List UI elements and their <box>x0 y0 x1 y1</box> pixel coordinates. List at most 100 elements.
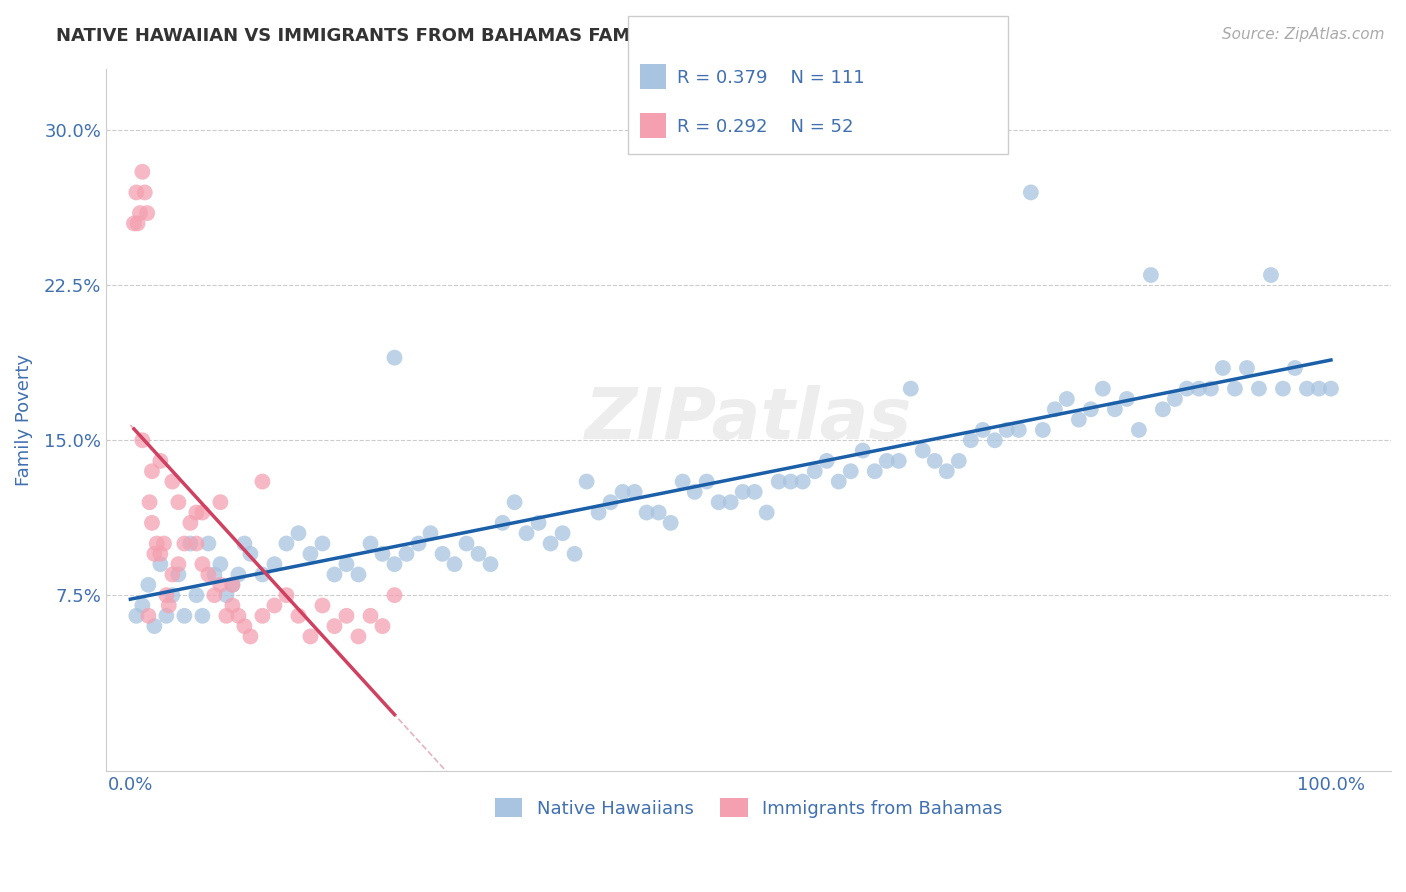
Point <box>228 567 250 582</box>
Point <box>443 557 465 571</box>
Point <box>995 423 1018 437</box>
Point <box>191 557 214 571</box>
Point <box>173 536 195 550</box>
Point <box>503 495 526 509</box>
Point <box>311 536 333 550</box>
Point <box>173 608 195 623</box>
Point <box>636 506 658 520</box>
Point <box>138 495 160 509</box>
Point <box>179 536 201 550</box>
Point <box>287 526 309 541</box>
Point <box>1043 402 1066 417</box>
Point <box>209 578 232 592</box>
Point <box>146 536 169 550</box>
Point <box>239 547 262 561</box>
Point <box>731 484 754 499</box>
Point <box>707 495 730 509</box>
Point <box>209 495 232 509</box>
Point <box>672 475 695 489</box>
Point <box>252 567 274 582</box>
Point <box>186 588 208 602</box>
Point <box>186 536 208 550</box>
Point <box>768 475 790 489</box>
Point <box>276 536 298 550</box>
Point <box>876 454 898 468</box>
Point <box>815 454 838 468</box>
Point <box>1188 382 1211 396</box>
Point <box>1247 382 1270 396</box>
Point <box>1199 382 1222 396</box>
Point <box>1296 382 1319 396</box>
Point <box>792 475 814 489</box>
Point <box>432 547 454 561</box>
Point <box>197 567 219 582</box>
Point <box>456 536 478 550</box>
Point <box>575 475 598 489</box>
Point <box>887 454 910 468</box>
Point <box>125 186 148 200</box>
Point <box>1284 361 1306 376</box>
Text: Source: ZipAtlas.com: Source: ZipAtlas.com <box>1222 27 1385 42</box>
Point <box>491 516 513 530</box>
Point <box>186 506 208 520</box>
Point <box>540 536 562 550</box>
Point <box>155 608 177 623</box>
Point <box>179 516 201 530</box>
Text: NATIVE HAWAIIAN VS IMMIGRANTS FROM BAHAMAS FAMILY POVERTY CORRELATION CHART: NATIVE HAWAIIAN VS IMMIGRANTS FROM BAHAM… <box>56 27 979 45</box>
Point <box>252 475 274 489</box>
Point <box>1320 382 1343 396</box>
Point <box>408 536 430 550</box>
Point <box>959 434 981 448</box>
Point <box>551 526 574 541</box>
Point <box>162 475 184 489</box>
Point <box>371 547 394 561</box>
Point <box>131 599 153 613</box>
Point <box>599 495 621 509</box>
Point <box>1032 423 1054 437</box>
Point <box>167 567 190 582</box>
Point <box>138 608 160 623</box>
Point <box>1236 361 1258 376</box>
Point <box>1080 402 1102 417</box>
Point <box>155 588 177 602</box>
Point <box>972 423 994 437</box>
Point <box>1128 423 1150 437</box>
Point <box>215 588 238 602</box>
Point <box>744 484 766 499</box>
Point <box>419 526 441 541</box>
Point <box>564 547 586 561</box>
Point <box>167 557 190 571</box>
Point <box>1115 392 1137 406</box>
Point <box>191 506 214 520</box>
Point <box>138 578 160 592</box>
Point <box>131 165 153 179</box>
Point <box>233 619 256 633</box>
Point <box>1056 392 1078 406</box>
Point <box>1175 382 1198 396</box>
Point <box>1140 268 1163 282</box>
Point <box>384 588 406 602</box>
Point <box>371 619 394 633</box>
Point <box>1308 382 1330 396</box>
Point <box>157 599 180 613</box>
Text: ZIPatlas: ZIPatlas <box>585 385 912 454</box>
Point <box>191 608 214 623</box>
Point <box>149 547 172 561</box>
Point <box>287 608 309 623</box>
Point <box>1019 186 1042 200</box>
Point <box>623 484 645 499</box>
Point <box>136 206 159 220</box>
Point <box>335 557 357 571</box>
Point <box>299 547 322 561</box>
Point <box>479 557 502 571</box>
Point <box>360 536 382 550</box>
Point <box>612 484 634 499</box>
Point <box>347 630 370 644</box>
Point <box>233 536 256 550</box>
Point <box>263 599 285 613</box>
Point <box>588 506 610 520</box>
Point <box>276 588 298 602</box>
Point <box>263 557 285 571</box>
Point <box>1212 361 1234 376</box>
Point <box>129 206 152 220</box>
